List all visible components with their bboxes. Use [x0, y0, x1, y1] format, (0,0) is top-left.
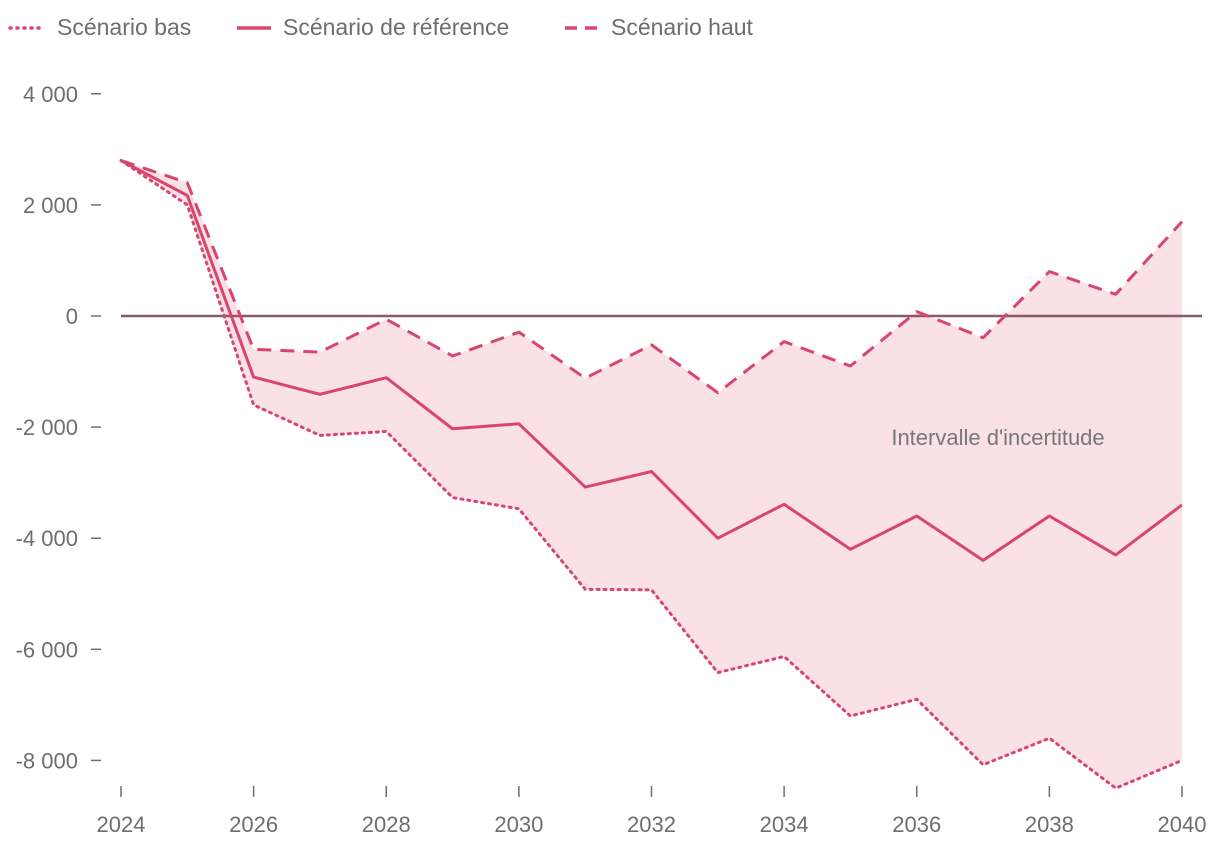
legend-label: Scénario bas — [57, 14, 191, 40]
legend-label: Scénario de référence — [283, 14, 509, 40]
y-tick-label: 2 000 — [23, 193, 78, 218]
x-tick-label: 2034 — [760, 812, 809, 837]
y-axis: 4 000 2 000 0 -2 000 -4 000 -6 000 -8 000 — [16, 82, 101, 773]
legend-label: Scénario haut — [611, 14, 754, 40]
band-annotation: Intervalle d'incertitude — [891, 425, 1104, 450]
y-tick-label: 0 — [66, 304, 78, 329]
y-tick-label: -2 000 — [16, 415, 78, 440]
series-line-solid — [120, 159, 1183, 562]
series-line-dotted — [119, 159, 1184, 790]
x-tick-label: 2040 — [1158, 812, 1207, 837]
y-tick-label: -6 000 — [16, 637, 78, 662]
legend: Scénario bas Scénario de référence Scénari… — [8, 14, 754, 40]
x-tick-label: 2024 — [97, 812, 146, 837]
x-tick-label: 2032 — [627, 812, 676, 837]
x-tick-label: 2028 — [362, 812, 411, 837]
series-line-dashed — [120, 159, 1184, 395]
y-tick-label: 4 000 — [23, 82, 78, 107]
x-axis: 2024 2026 2028 2030 2032 2034 2036 2038 2040 — [97, 786, 1207, 837]
x-tick-label: 2030 — [494, 812, 543, 837]
series-layer — [119, 159, 1184, 790]
x-tick-label: 2026 — [229, 812, 278, 837]
x-tick-label: 2036 — [892, 812, 941, 837]
x-tick-label: 2038 — [1025, 812, 1074, 837]
y-tick-label: -4 000 — [16, 526, 78, 551]
y-tick-label: -8 000 — [16, 748, 78, 773]
uncertainty-band — [121, 160, 1182, 789]
